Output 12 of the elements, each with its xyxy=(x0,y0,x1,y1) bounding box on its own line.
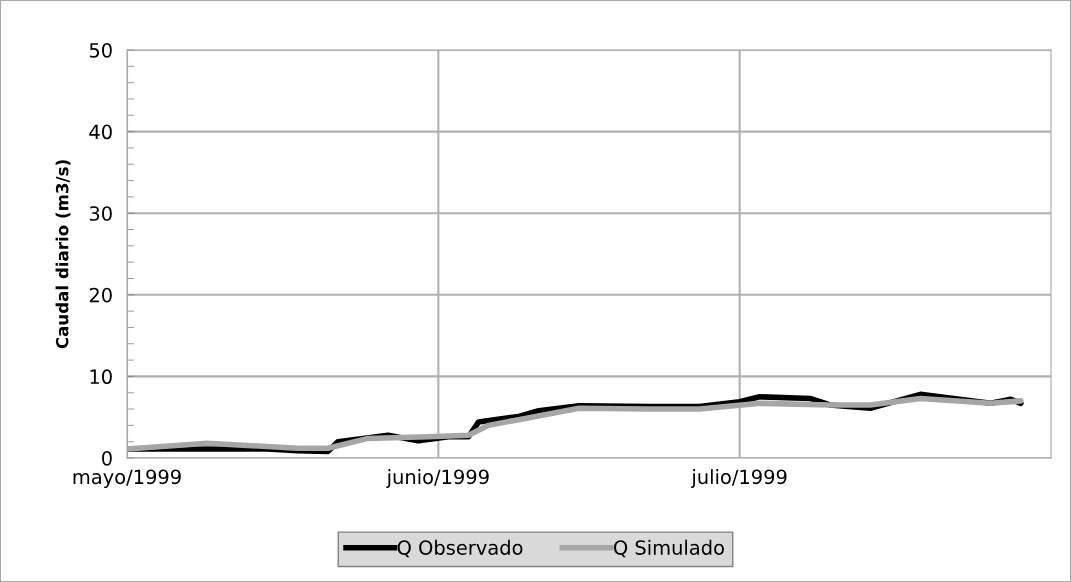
y-tick-label: 40 xyxy=(89,124,112,140)
x-tick-label: julio/1999 xyxy=(691,469,787,488)
y-tick-label: 50 xyxy=(89,42,112,58)
legend-label: Q Observado xyxy=(397,539,523,558)
y-tick-label: 20 xyxy=(89,287,112,303)
y-tick-label: 30 xyxy=(89,206,112,221)
x-tick-label: mayo/1999 xyxy=(73,469,181,488)
x-tick-label: junio/1999 xyxy=(386,469,489,488)
y-axis-title: Caudal diario (m3/s) xyxy=(55,160,71,349)
legend-label: Q Simulado xyxy=(614,539,724,558)
y-tick-label: 10 xyxy=(90,369,112,385)
y-tick-label: 0 xyxy=(102,450,112,466)
